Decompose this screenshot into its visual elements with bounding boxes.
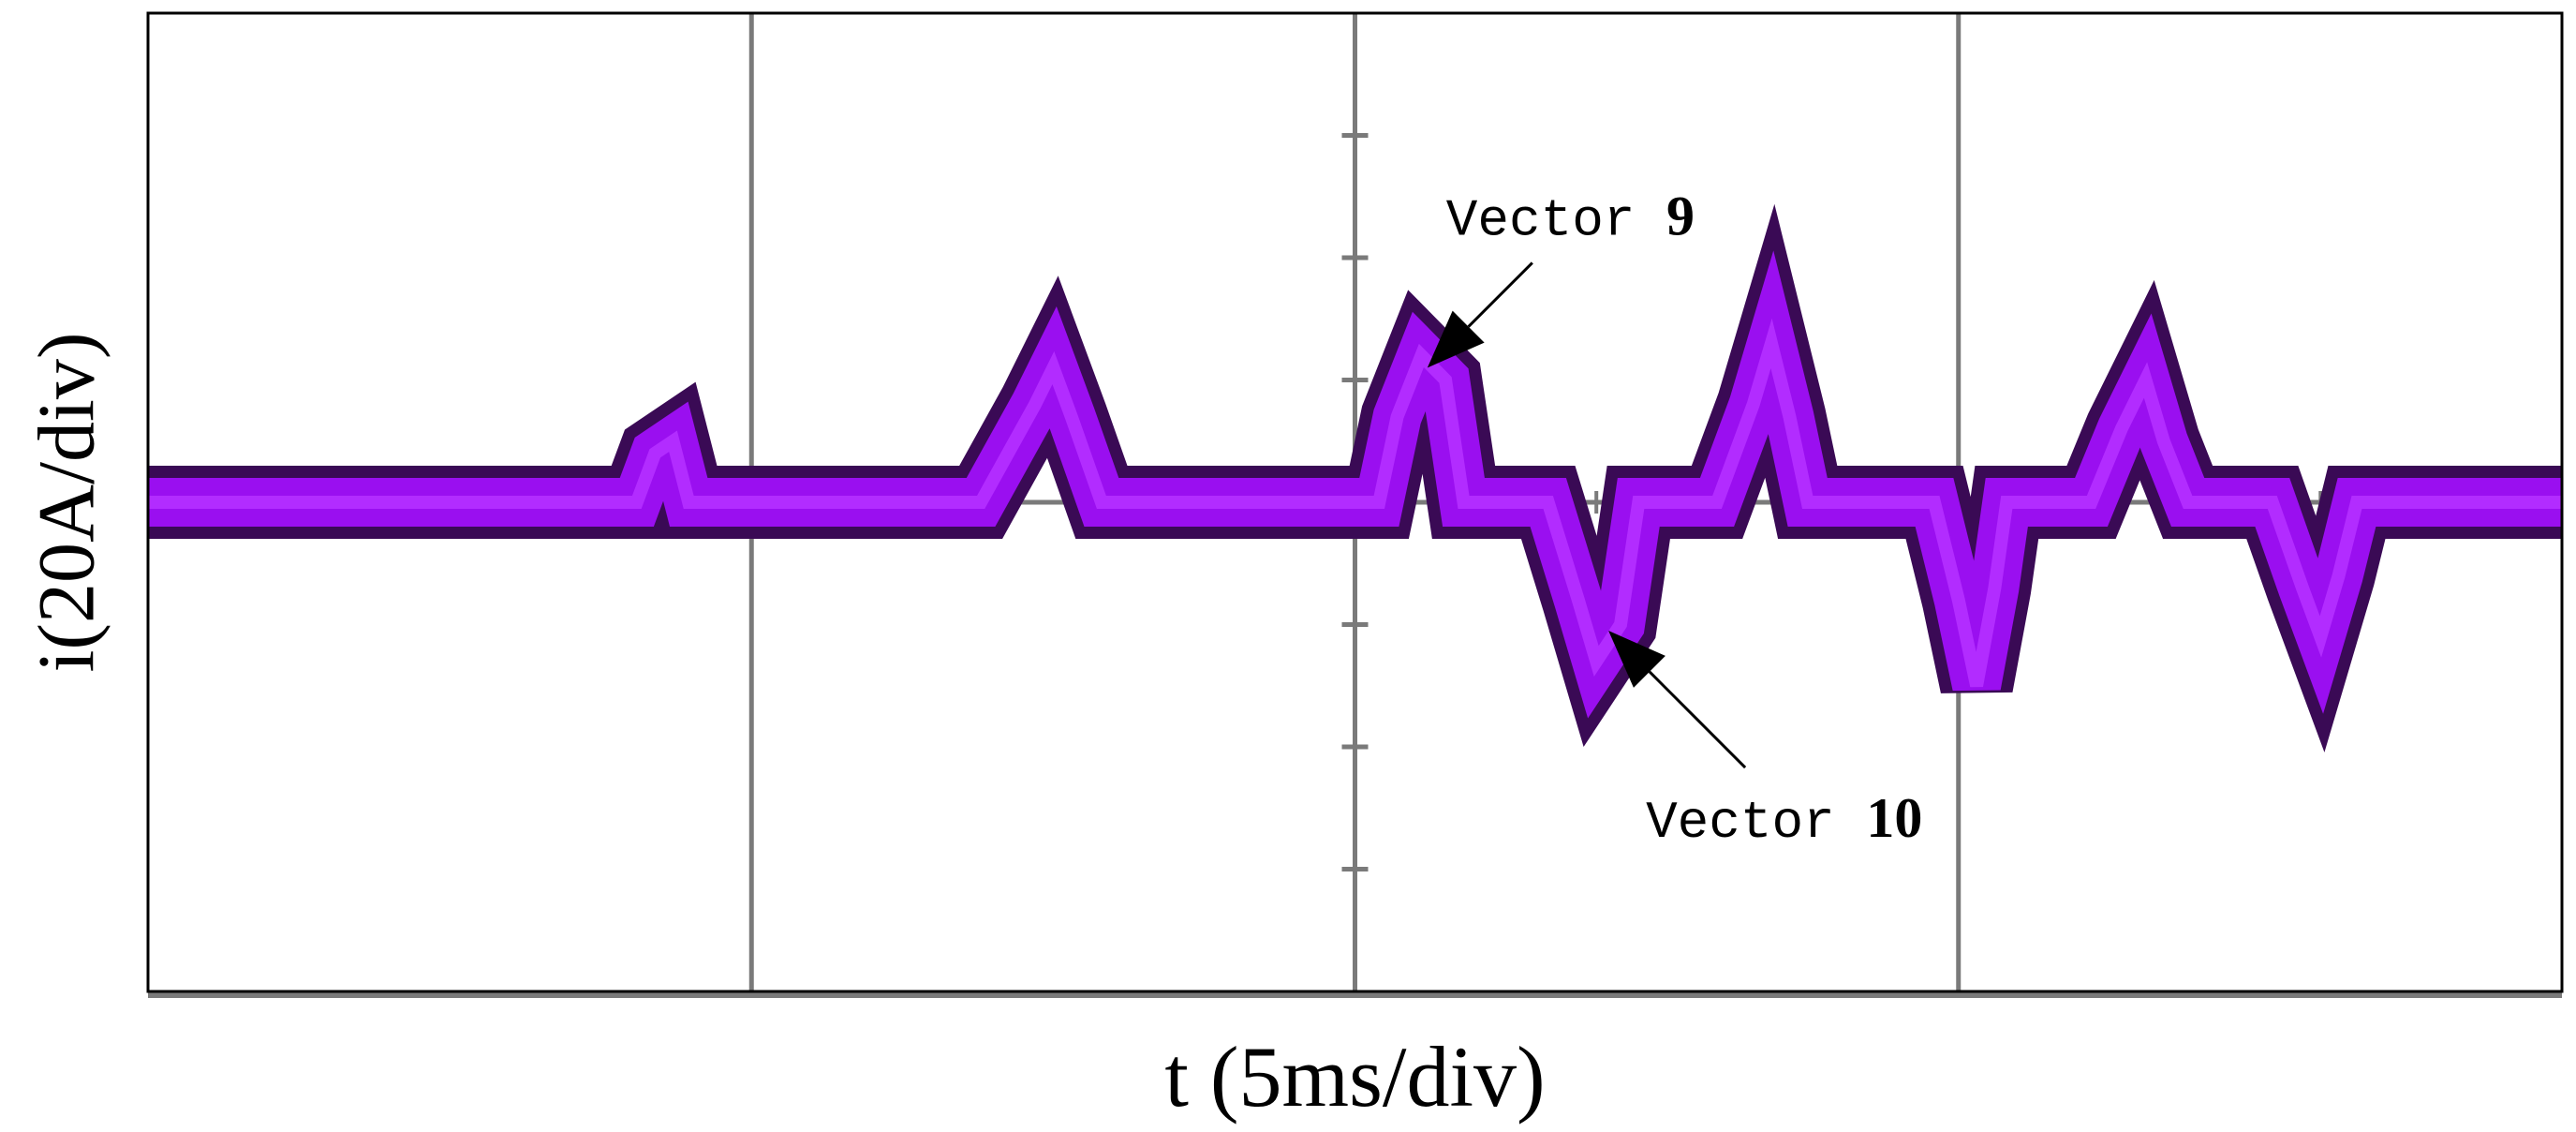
plot-frame bbox=[146, 11, 2564, 993]
annotation-word: Vector bbox=[1446, 190, 1666, 250]
x-axis-label: t (5ms/div) bbox=[1164, 1029, 1545, 1125]
annotation-number: 10 bbox=[1866, 787, 1922, 849]
y-axis-label: i(20A/div) bbox=[22, 332, 111, 672]
annotation-arrowhead bbox=[1427, 310, 1485, 368]
annotation-word: Vector bbox=[1646, 793, 1866, 853]
annotation-arrowhead bbox=[1608, 631, 1666, 688]
annotation-number: 9 bbox=[1666, 185, 1695, 246]
annotation-label: Vector 10 bbox=[1646, 787, 1922, 853]
current-trace-highlight bbox=[148, 318, 2562, 688]
annotation-arrow-line bbox=[1467, 261, 1533, 328]
annotation-label: Vector 9 bbox=[1446, 185, 1695, 250]
annotation-arrow-line bbox=[1648, 670, 1747, 769]
trace-layer bbox=[148, 203, 2562, 752]
